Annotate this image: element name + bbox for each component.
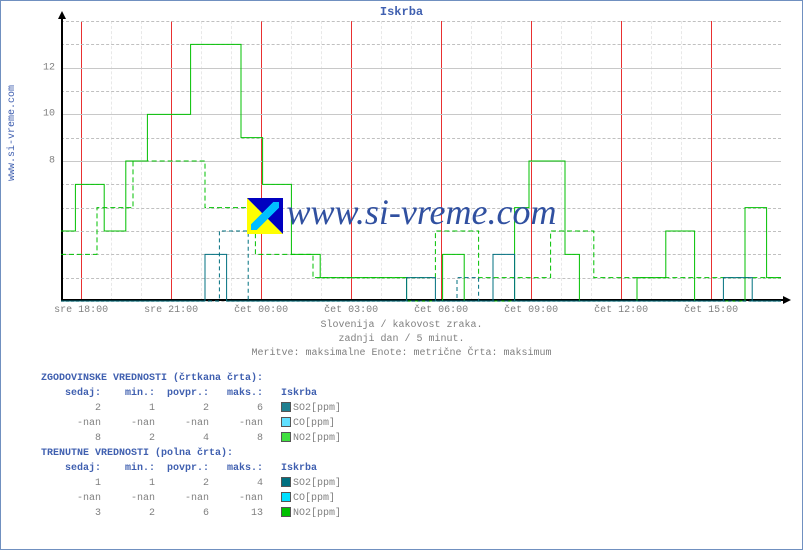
- x-tick: čet 12:00: [594, 305, 648, 316]
- table-title: ZGODOVINSKE VREDNOSTI (črtkana črta):: [41, 371, 341, 386]
- table-title: TRENUTNE VREDNOSTI (polna črta):: [41, 446, 341, 461]
- x-tick: čet 06:00: [414, 305, 468, 316]
- table-row: 2 1 2 6 SO2[ppm]: [41, 401, 341, 416]
- chart-sublabels: Slovenija / kakovost zraka. zadnji dan /…: [1, 319, 802, 361]
- series-so2_hist: [61, 231, 781, 301]
- x-tick: čet 03:00: [324, 305, 378, 316]
- x-tick: sre 21:00: [144, 305, 198, 316]
- table-row: 8 2 4 8 NO2[ppm]: [41, 431, 341, 446]
- swatch: [281, 507, 291, 517]
- table-header: sedaj: min.: povpr.: maks.: Iskrba: [41, 461, 341, 476]
- table-row: 1 1 2 4 SO2[ppm]: [41, 476, 341, 491]
- x-tick: čet 00:00: [234, 305, 288, 316]
- table-row: -nan -nan -nan -nan CO[ppm]: [41, 491, 341, 506]
- x-tick: sre 18:00: [54, 305, 108, 316]
- swatch: [281, 477, 291, 487]
- series-no2_current: [61, 44, 781, 301]
- chart-title: Iskrba: [1, 5, 802, 19]
- swatch: [281, 417, 291, 427]
- site-label: www.si-vreme.com: [7, 85, 18, 181]
- chart-lines: [61, 21, 781, 301]
- sublabel-3: Meritve: maksimalne Enote: metrične Črta…: [1, 347, 802, 361]
- x-axis-arrow: [783, 296, 791, 304]
- table-row: -nan -nan -nan -nan CO[ppm]: [41, 416, 341, 431]
- chart-plot-area: 81012sre 18:00sre 21:00čet 00:00čet 03:0…: [61, 21, 781, 301]
- swatch: [281, 402, 291, 412]
- y-tick: 8: [49, 156, 55, 167]
- sublabel-1: Slovenija / kakovost zraka.: [1, 319, 802, 333]
- y-tick: 10: [43, 109, 55, 120]
- value-tables: ZGODOVINSKE VREDNOSTI (črtkana črta): se…: [41, 371, 341, 521]
- swatch: [281, 432, 291, 442]
- x-tick: čet 15:00: [684, 305, 738, 316]
- series-no2_hist: [61, 161, 781, 278]
- x-tick: čet 09:00: [504, 305, 558, 316]
- y-tick: 12: [43, 62, 55, 73]
- swatch: [281, 492, 291, 502]
- table-header: sedaj: min.: povpr.: maks.: Iskrba: [41, 386, 341, 401]
- y-axis-arrow: [58, 11, 66, 19]
- table-row: 3 2 6 13 NO2[ppm]: [41, 506, 341, 521]
- sublabel-2: zadnji dan / 5 minut.: [1, 333, 802, 347]
